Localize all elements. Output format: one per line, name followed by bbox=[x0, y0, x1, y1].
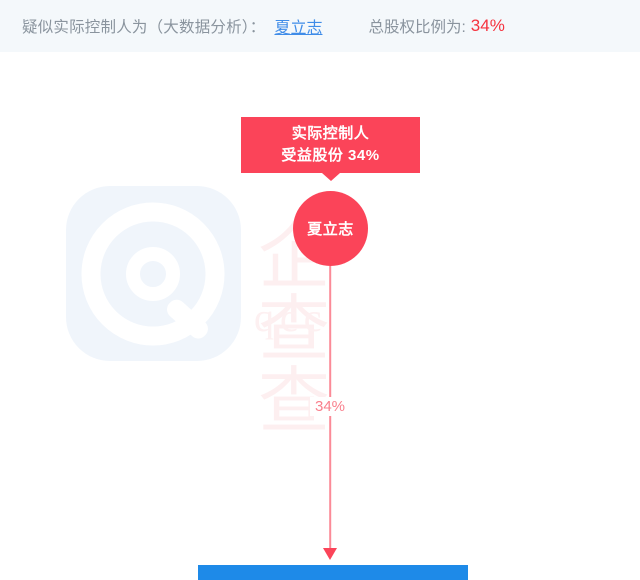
company-node[interactable]: 江阴扮美网络信息技术有限公司 bbox=[198, 565, 468, 580]
diagram-canvas: 企查查 qcc 实际控制人 受益股份 34% 夏立志 34% 江阴扮美网络信息技… bbox=[0, 52, 640, 580]
header-bar: 疑似实际控制人为（大数据分析）： 夏立志 总股权比例为: 34% bbox=[0, 0, 640, 52]
company-node-label: 江阴扮美网络信息技术有限公司 bbox=[222, 577, 445, 580]
header-ratio-label: 总股权比例为: bbox=[368, 19, 466, 36]
ownership-arrow-icon bbox=[323, 548, 337, 560]
control-person-notch-icon bbox=[321, 173, 340, 181]
ownership-percent-label: 34% bbox=[309, 397, 351, 416]
person-node[interactable]: 夏立志 bbox=[293, 191, 368, 266]
control-person-line1: 实际控制人 bbox=[291, 124, 370, 142]
control-person-box: 实际控制人 受益股份 34% bbox=[241, 117, 420, 181]
header-person-link[interactable]: 夏立志 bbox=[274, 20, 323, 37]
watermark-latin-text: qcc bbox=[254, 295, 328, 340]
control-person-line2: 受益股份 34% bbox=[281, 147, 380, 164]
header-prefix-text: 疑似实际控制人为（大数据分析）： bbox=[22, 19, 266, 36]
header-ratio-value: 34% bbox=[470, 16, 505, 35]
person-node-label: 夏立志 bbox=[307, 221, 354, 238]
